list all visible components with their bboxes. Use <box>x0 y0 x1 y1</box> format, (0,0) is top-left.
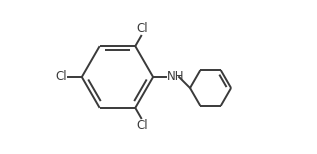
Text: Cl: Cl <box>137 119 148 132</box>
Text: NH: NH <box>167 71 184 83</box>
Text: Cl: Cl <box>137 22 148 35</box>
Text: Cl: Cl <box>55 71 67 83</box>
